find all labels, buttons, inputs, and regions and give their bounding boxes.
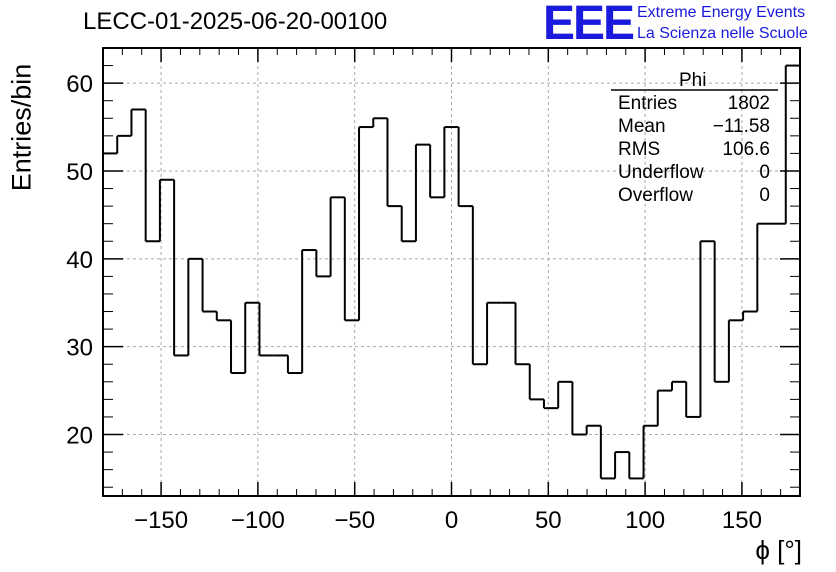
stats-label: Mean [618,116,666,137]
x-axis-label: ϕ [°] [755,535,802,565]
y-tick-label: 60 [66,71,93,98]
stats-label: Underflow [618,162,704,183]
x-tick-label: 100 [625,507,665,534]
stats-row-overflow: Overflow 0 [618,185,770,207]
stats-row-rms: RMS 106.6 [618,139,770,161]
x-tick-label: −50 [334,507,375,534]
stats-row-mean: Mean −11.58 [618,116,770,138]
x-tick-label: −100 [231,507,285,534]
stats-value: 106.6 [722,139,770,160]
stats-label: RMS [618,139,661,160]
x-tick-label: 50 [535,507,562,534]
y-tick-label: 40 [66,247,93,274]
stats-value: 0 [759,185,770,206]
y-tick-label: 20 [66,423,93,450]
x-tick-label: 150 [722,507,762,534]
stats-value: 1802 [727,93,770,114]
y-tick-label: 30 [66,335,93,362]
stats-value: 0 [759,162,770,183]
stats-row-underflow: Underflow 0 [618,162,770,184]
logo-subtitle-2: La Scienza nelle Scuole [637,25,808,42]
stats-label: Entries [618,93,678,114]
chart-title: LECC-01-2025-06-20-00100 [83,8,388,35]
grid-lines [103,48,800,496]
y-axis-label: Entries/bin [6,63,37,192]
stats-label: Overflow [618,185,693,206]
axis-ticks [102,47,801,496]
stats-box-title: Phi [679,70,707,91]
x-tick-label: −150 [134,507,188,534]
stats-value: −11.58 [712,116,770,137]
logo-subtitle-1: Extreme Energy Events [637,4,806,21]
y-tick-label: 50 [66,159,93,186]
eee-logo: EEE [543,0,635,50]
stats-row-entries: Entries 1802 [618,93,770,115]
x-tick-label: 0 [445,507,458,534]
axis-tick-labels: −150 −100 −50 0 50 100 150 20 30 40 50 60 [66,71,762,534]
